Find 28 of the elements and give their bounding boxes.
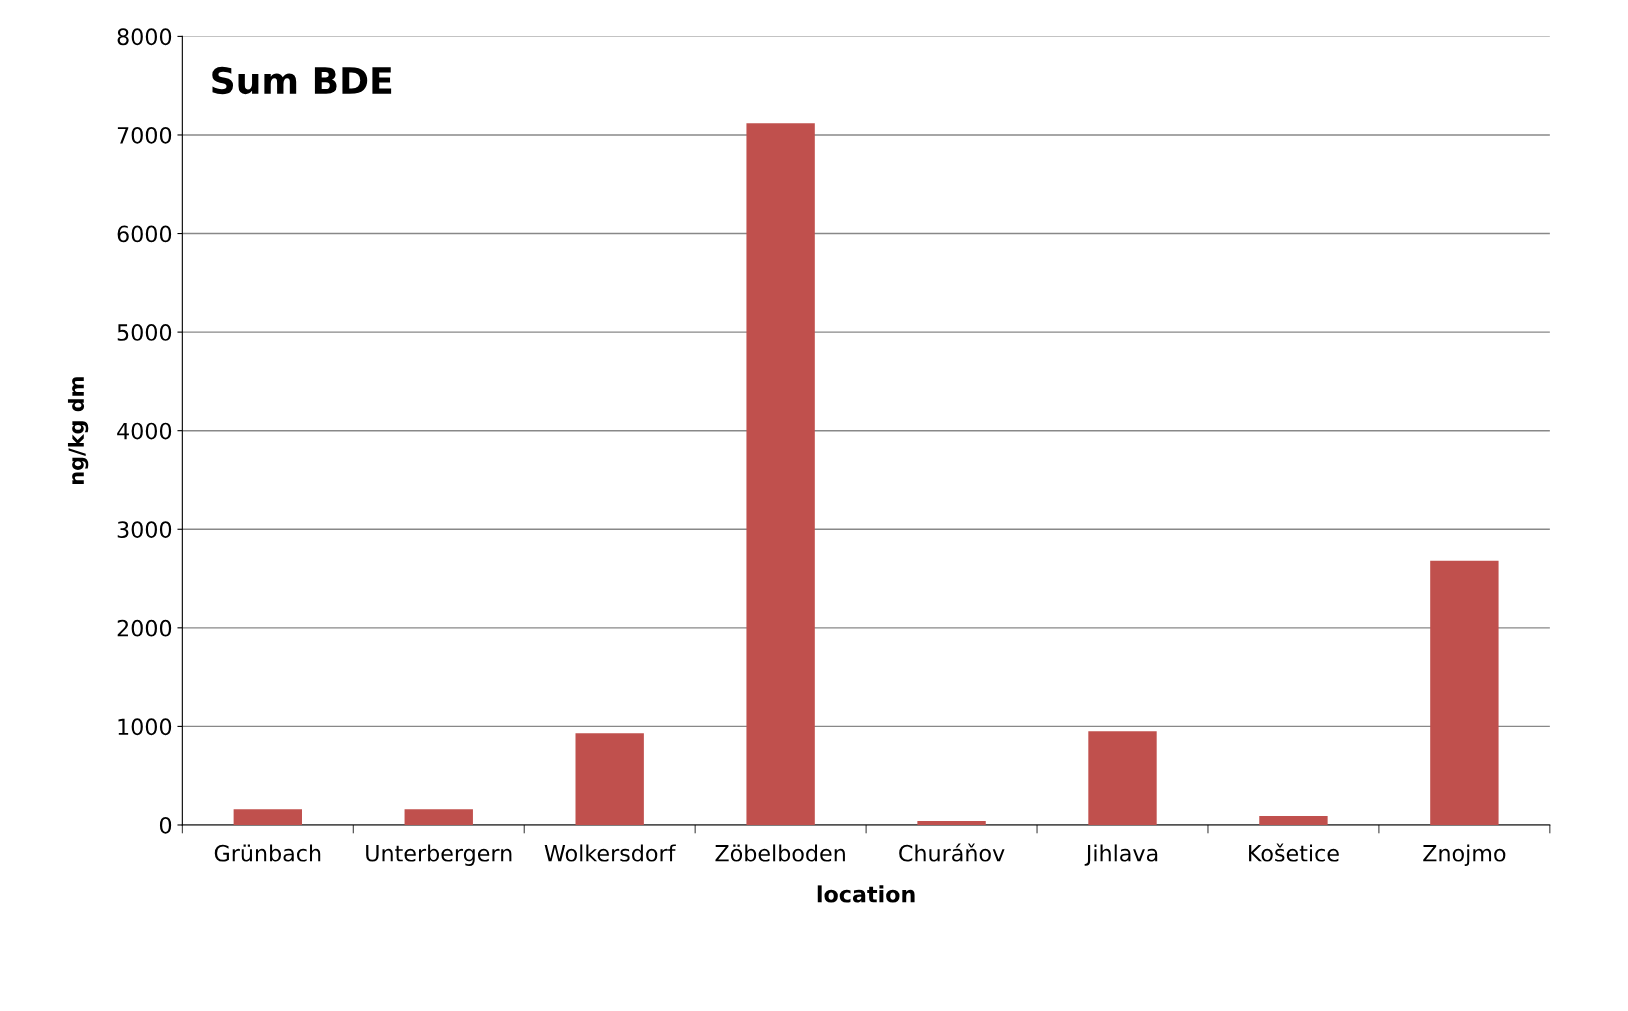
x-axis-title: location (817, 885, 915, 903)
x-tick-label: Wolkersdorf (544, 844, 676, 862)
bar (917, 821, 986, 825)
bar (1430, 560, 1499, 825)
text: Sum BDE (212, 66, 392, 95)
x-tick-label: Grünbach (214, 844, 321, 862)
bar (1088, 731, 1157, 825)
y-tick-label: 8000 (117, 28, 172, 46)
x-tick-label: Jihlava (1084, 844, 1158, 866)
bar (233, 809, 302, 825)
bar (404, 809, 473, 825)
x-tick-label: Košetice (1249, 843, 1339, 862)
x-tick-label: Churáňov (899, 843, 1005, 862)
y-tick-label: 0 (159, 816, 172, 834)
y-tick-label: 3000 (117, 521, 172, 539)
y-tick-label: 7000 (117, 126, 172, 144)
y-tick-label: 1000 (118, 718, 172, 736)
x-tick-label: Znojmo (1423, 844, 1506, 866)
y-axis-title: ng/kg dm (67, 377, 89, 484)
y-tick-label: 5000 (117, 324, 172, 341)
bar (1259, 816, 1328, 825)
y-tick-label: 4000 (117, 422, 172, 440)
bar (746, 123, 815, 825)
y-tick-label: 2000 (117, 619, 172, 637)
x-tick-label: Unterbergern (366, 844, 512, 866)
y-tick-label: 6000 (117, 225, 172, 243)
bar (575, 733, 644, 825)
x-tick-label: Zöbelboden (715, 844, 845, 862)
